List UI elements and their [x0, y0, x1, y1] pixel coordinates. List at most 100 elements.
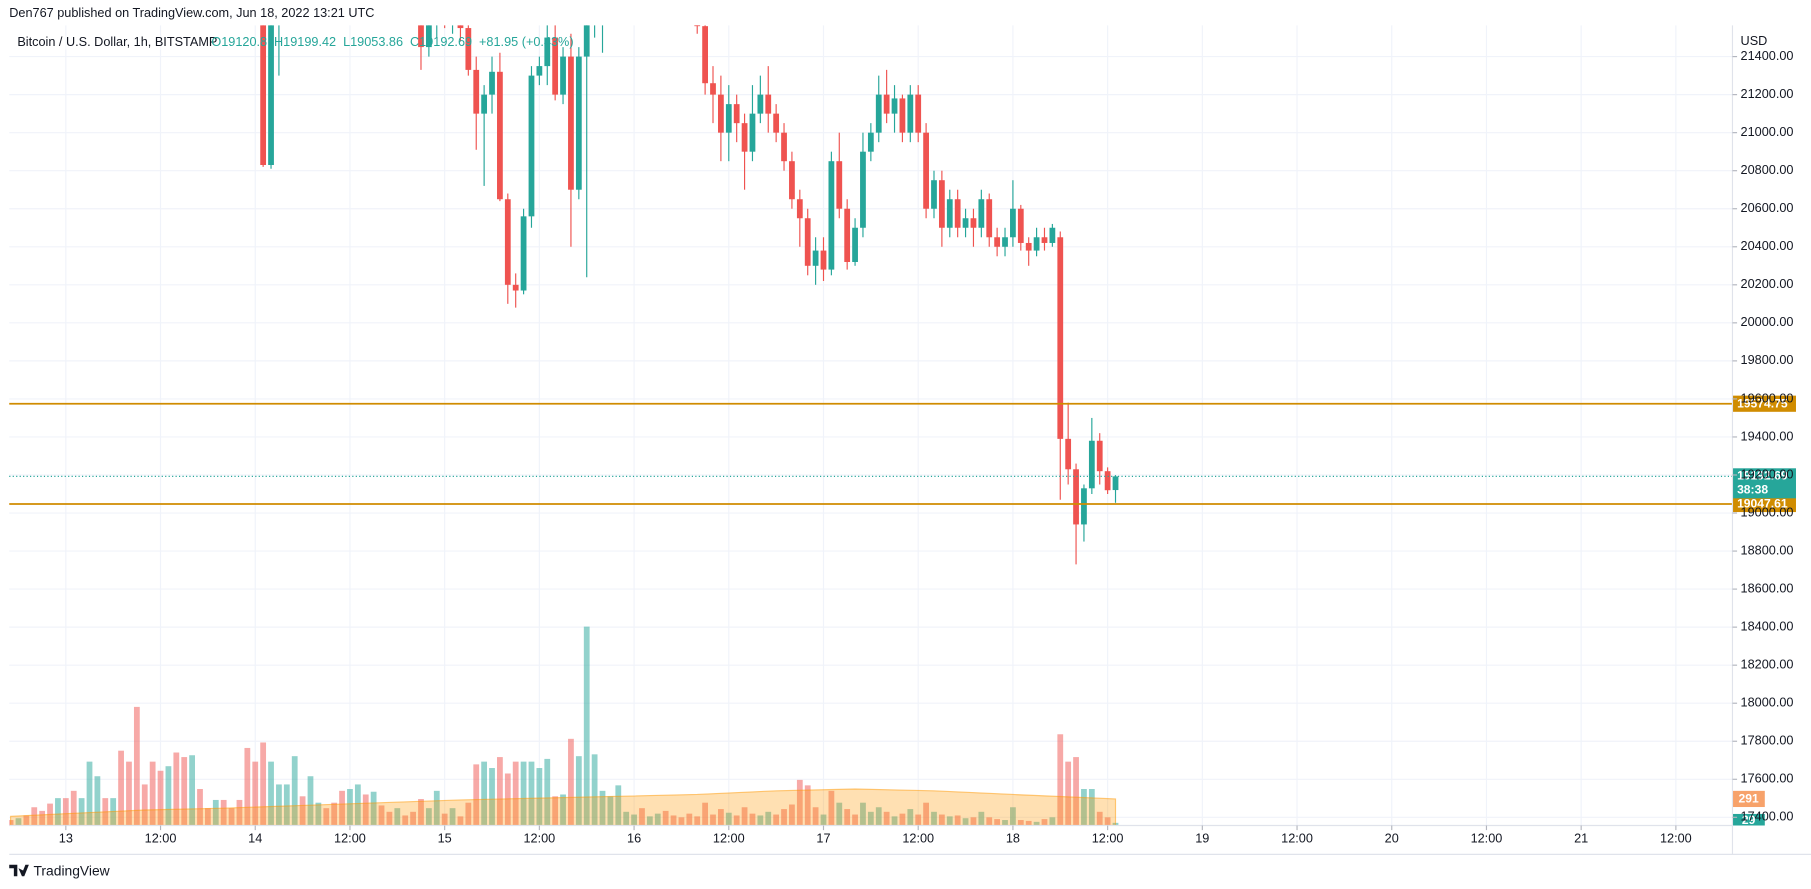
volume-bar [55, 798, 61, 826]
volume-bar [489, 768, 495, 826]
ohlc-value: H19199.42 [274, 35, 336, 49]
volume-bar [181, 757, 188, 826]
volume-bar [883, 811, 890, 826]
candle-body [481, 94, 488, 114]
volume-bar [923, 802, 929, 826]
volume-ma-area [10, 788, 1117, 826]
volume-bar [599, 790, 606, 826]
volume-bar [560, 794, 566, 826]
y-tick-label: 20800.00 [1741, 163, 1794, 177]
y-tick-label: 17600.00 [1741, 772, 1794, 786]
volume-bar [662, 810, 669, 826]
volume-bar [946, 816, 953, 826]
volume-bar [70, 790, 77, 826]
candle-body [560, 56, 566, 95]
volume-bar [631, 814, 637, 826]
volume-bar [9, 820, 14, 826]
volume-bar [552, 796, 559, 826]
volume-bar [765, 811, 772, 826]
volume-bar [378, 805, 385, 826]
volume-bar [757, 815, 764, 826]
volume-bar [339, 790, 345, 826]
volume-label: 29 [1742, 813, 1756, 827]
candle-body [986, 199, 993, 238]
volume-bar [149, 761, 156, 826]
ohlc-legend: O19120.8 H19199.42 L19053.86 C19192.69 +81.9… [211, 35, 573, 49]
volume-bar [741, 807, 748, 826]
brand-name: TradingView [33, 862, 110, 878]
candle-body [260, 25, 267, 165]
candle-body [946, 199, 953, 228]
current-price-label: 19192.69 [1737, 469, 1788, 483]
volume-bar [575, 756, 582, 826]
x-tick-label: 12:00 [1660, 832, 1692, 846]
candle-body [1002, 237, 1008, 247]
level-tag [1732, 395, 1796, 412]
candle-body [962, 218, 969, 228]
y-tick-label: 19800.00 [1741, 353, 1794, 367]
candle-body [907, 94, 914, 133]
candle-body [465, 28, 472, 70]
volume-bar [607, 796, 614, 826]
candle-body [733, 104, 740, 124]
volume-bar [1002, 820, 1008, 826]
volume-bar [307, 776, 314, 826]
candle-body [694, 25, 701, 27]
volume-bar [1049, 817, 1056, 826]
y-tick-label: 21400.00 [1741, 49, 1794, 63]
volume-bar [133, 706, 140, 826]
candle-body [725, 104, 732, 133]
x-tick-label: 12:00 [334, 832, 366, 846]
x-tick-label: 12:00 [1092, 832, 1124, 846]
volume-bar [962, 818, 969, 826]
volume-bar [78, 798, 85, 826]
volume-bar [141, 784, 148, 826]
volume-bar [718, 809, 724, 826]
candle-body [520, 216, 527, 291]
volume-bar [189, 755, 195, 826]
volume-bar [986, 817, 993, 826]
volume-bar [157, 770, 164, 826]
volume-bar [370, 791, 377, 826]
volume-bar [1010, 807, 1016, 826]
volume-bar [126, 761, 132, 826]
x-tick-label: 13 [59, 832, 73, 846]
candle-body [994, 237, 1001, 247]
volume-bar [733, 815, 740, 826]
candle-body [954, 199, 961, 228]
volume-bar [1073, 757, 1079, 826]
volume-bar [646, 816, 653, 826]
y-tick-label: 20000.00 [1741, 315, 1794, 329]
volume-bar [686, 813, 693, 826]
volume-bar [197, 789, 203, 826]
volume-bar [1096, 811, 1103, 826]
volume-ma-label: 291 [1739, 792, 1759, 806]
candle-body [970, 218, 977, 228]
candle-body [765, 94, 772, 114]
candle-body [875, 94, 882, 133]
volume-bar [394, 808, 401, 826]
x-tick-label: 12:00 [1281, 832, 1313, 846]
currency: USD [1741, 34, 1768, 48]
volume-bar [252, 761, 259, 826]
volume-pane [9, 626, 1119, 826]
logo-icon [9, 864, 29, 877]
candle-body [568, 56, 574, 190]
volume-bar [1025, 820, 1032, 826]
volume-bar [299, 796, 306, 826]
volume-bar [165, 766, 172, 826]
volume-bar [828, 790, 835, 826]
volume-bar [710, 814, 716, 826]
candle-body [781, 132, 787, 162]
candle-body [583, 25, 590, 57]
volume-bar [1088, 789, 1095, 826]
y-tick-label: 18400.00 [1741, 619, 1794, 633]
y-tick-label: 20400.00 [1741, 239, 1794, 253]
volume-bar [244, 747, 251, 826]
volume-bar [497, 757, 503, 826]
volume-bar [23, 815, 30, 826]
volume-bar [331, 802, 338, 826]
volume-bar [268, 761, 274, 826]
candle-body [749, 113, 756, 152]
